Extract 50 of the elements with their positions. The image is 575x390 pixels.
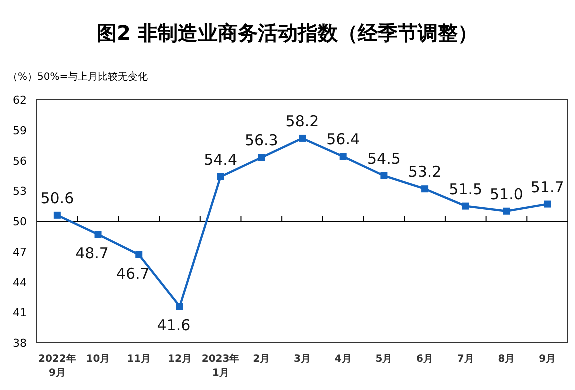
y-tick-label: 47: [13, 246, 27, 259]
point: [217, 173, 224, 180]
x-tick-label: 4月: [334, 354, 352, 365]
x-tick-label: 7月: [457, 354, 474, 365]
data-label: 41.6: [157, 316, 191, 335]
x-tick-label: 10月: [86, 354, 110, 365]
data-label: 54.5: [367, 150, 401, 168]
data-label: 50.6: [40, 189, 74, 208]
chart-title: 图2 非制造业商务活动指数（经季节调整）: [97, 21, 478, 45]
y-tick-label: 44: [13, 276, 27, 290]
point: [380, 172, 388, 180]
y-tick-label: 38: [13, 337, 27, 350]
data-label: 48.7: [76, 244, 109, 263]
data-label: 46.7: [116, 264, 150, 283]
point: [176, 303, 184, 310]
point: [340, 153, 347, 160]
data-label: 51.5: [449, 180, 483, 198]
data-label: 51.0: [490, 185, 524, 204]
point: [462, 202, 470, 210]
data-label: 54.4: [204, 150, 238, 169]
data-label: 53.2: [408, 163, 442, 182]
data-label: 56.3: [244, 132, 278, 150]
y-tick-label: 59: [13, 124, 27, 138]
data-label: 56.4: [326, 130, 360, 149]
x-tick-label: 2023年 1月: [202, 353, 240, 379]
x-tick-label: 5月: [376, 354, 393, 365]
y-tick-label: 41: [13, 306, 27, 320]
point: [422, 186, 429, 193]
point: [94, 231, 102, 238]
point: [503, 208, 510, 215]
y-tick-label: 62: [13, 94, 27, 107]
y-tick-label: 56: [13, 154, 27, 168]
data-label: 58.2: [286, 112, 320, 130]
point: [544, 200, 552, 208]
x-tick-label: 3月: [294, 354, 311, 365]
x-tick-label: 2月: [253, 354, 270, 365]
point: [299, 134, 306, 142]
x-tick-label: 8月: [498, 354, 516, 365]
x-tick-label: 12月: [168, 354, 192, 365]
point: [136, 251, 143, 258]
x-tick-label: 2022年 9月: [38, 353, 76, 379]
y-tick-label: 53: [13, 185, 27, 198]
x-tick-label: 11月: [127, 354, 152, 365]
x-tick-label: 6月: [416, 354, 434, 365]
data-label: 51.7: [530, 178, 564, 196]
x-tick-label: 9月: [539, 354, 556, 365]
text: （%）50%=与上月比较无变化: [8, 72, 148, 83]
point: [258, 154, 266, 162]
y-tick-label: 50: [13, 216, 27, 228]
point: [54, 212, 61, 219]
